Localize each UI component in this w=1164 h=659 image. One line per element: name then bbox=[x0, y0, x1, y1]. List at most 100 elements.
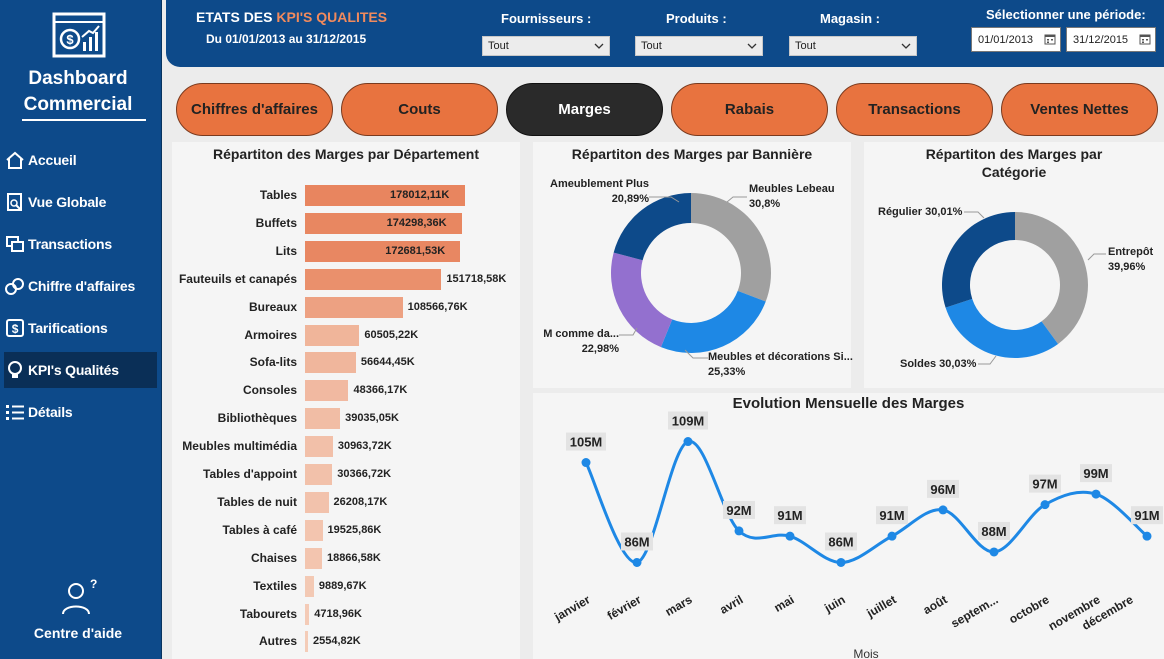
coins-icon bbox=[5, 278, 24, 295]
data-label-bg bbox=[1080, 464, 1112, 483]
nav-chiffre-affaires[interactable]: Chiffre d'affaires bbox=[4, 268, 157, 304]
bar[interactable] bbox=[305, 631, 308, 653]
data-label: 96M bbox=[930, 482, 955, 497]
bar-category-label: Sofa-lits bbox=[249, 355, 297, 370]
bar[interactable] bbox=[305, 296, 403, 318]
donut-slice[interactable] bbox=[660, 290, 766, 353]
bar[interactable] bbox=[305, 464, 333, 485]
page-title: ETATS DES KPI'S QUALITES bbox=[196, 9, 387, 25]
slice-name: Soldes bbox=[900, 358, 937, 370]
data-point[interactable] bbox=[1040, 500, 1050, 510]
bar-value-label: 26208,17K bbox=[333, 495, 388, 508]
mensuelle-line-chart: Evolution Mensuelle des Marges 105M janvi… bbox=[533, 393, 1164, 659]
data-point[interactable] bbox=[683, 437, 693, 447]
data-point[interactable] bbox=[887, 531, 897, 541]
nav-accueil[interactable]: Accueil bbox=[4, 142, 157, 178]
slice-label-meubles-decorations: Meubles et décorations Si... 25,33% bbox=[708, 350, 853, 380]
bar[interactable] bbox=[305, 491, 329, 513]
leader-line bbox=[649, 196, 680, 203]
data-point[interactable] bbox=[938, 505, 948, 515]
data-point[interactable] bbox=[1091, 489, 1101, 499]
bar-category-label: Tabourets bbox=[239, 606, 297, 621]
bar[interactable] bbox=[305, 408, 341, 430]
nav-vue-globale[interactable]: Vue Globale bbox=[4, 184, 157, 220]
leader-line bbox=[1087, 253, 1106, 261]
bar[interactable] bbox=[305, 352, 356, 374]
bar-category-label: Buffets bbox=[255, 215, 297, 230]
nav-kpi-qualites[interactable]: KPI's Qualités bbox=[4, 352, 157, 388]
slice-pct: 20,89% bbox=[611, 193, 649, 205]
slice-label-ameublement-plus: Ameublement Plus 20,89% bbox=[550, 177, 649, 207]
data-label: 91M bbox=[879, 508, 904, 523]
svg-text:$: $ bbox=[12, 322, 19, 336]
donut-slice[interactable] bbox=[1015, 212, 1088, 344]
bar-category-label: Bibliothèques bbox=[217, 411, 297, 426]
data-point[interactable] bbox=[1142, 531, 1152, 541]
nav-label: Chiffre d'affaires bbox=[28, 278, 136, 294]
bar-value-label: 19525,86K bbox=[327, 523, 382, 536]
slice-name: Régulier bbox=[878, 206, 923, 218]
magasin-select[interactable]: Tout bbox=[789, 36, 917, 56]
donut-slice[interactable] bbox=[613, 193, 691, 261]
bar-value-label: 48366,17K bbox=[353, 384, 408, 397]
bar[interactable] bbox=[305, 240, 461, 262]
banniere-donut-svg bbox=[611, 193, 771, 359]
donut-slice[interactable] bbox=[611, 252, 673, 348]
nav-label: KPI's Qualités bbox=[28, 362, 119, 378]
bar[interactable] bbox=[305, 603, 310, 625]
nav-label: Accueil bbox=[28, 152, 77, 168]
bar[interactable] bbox=[305, 575, 314, 597]
slice-name: Ameublement Plus bbox=[550, 178, 650, 190]
data-point[interactable] bbox=[785, 531, 795, 541]
nav-details[interactable]: Détails bbox=[4, 394, 157, 430]
nav-transactions[interactable]: Transactions bbox=[4, 226, 157, 262]
fournisseurs-select[interactable]: Tout bbox=[482, 36, 610, 56]
data-label: 91M bbox=[777, 508, 802, 523]
bar[interactable] bbox=[305, 380, 349, 402]
bar-category-label: Bureaux bbox=[248, 299, 297, 314]
nav-label: Vue Globale bbox=[28, 194, 107, 210]
slice-label-soldes: Soldes 30,03% bbox=[900, 357, 976, 372]
bar[interactable] bbox=[305, 436, 333, 458]
categorie-donut-chart: Répartiton des Marges par Catégorie Régu… bbox=[864, 142, 1164, 388]
help-center-button[interactable]: ? Centre d'aide bbox=[0, 576, 156, 641]
donut-slice[interactable] bbox=[945, 298, 1059, 358]
produits-select[interactable]: Tout bbox=[635, 36, 763, 56]
filter-label-fournisseurs: Fournisseurs : bbox=[501, 11, 592, 26]
chevron-down-icon bbox=[594, 43, 604, 49]
bar-category-label: Textiles bbox=[253, 578, 297, 593]
data-point[interactable] bbox=[989, 547, 999, 557]
tab-chiffres-affaires[interactable]: Chiffres d'affaires bbox=[176, 83, 333, 136]
bar[interactable] bbox=[305, 212, 462, 234]
bar-category-label: Tables d'appoint bbox=[203, 467, 297, 481]
bar[interactable] bbox=[305, 268, 442, 290]
data-point[interactable] bbox=[836, 557, 846, 567]
tab-marges[interactable]: Marges bbox=[506, 83, 663, 136]
donut-slice[interactable] bbox=[942, 211, 1015, 308]
tab-rabais[interactable]: Rabais bbox=[671, 83, 828, 136]
data-point[interactable] bbox=[632, 557, 642, 567]
bar-category-label: Fauteuils et canapés bbox=[178, 271, 297, 286]
data-point[interactable] bbox=[581, 458, 591, 468]
bar[interactable] bbox=[305, 519, 323, 541]
banniere-donut-chart: Répartiton des Marges par Bannière Ameub… bbox=[533, 142, 853, 388]
tab-transactions[interactable]: Transactions bbox=[836, 83, 993, 136]
donut-slice[interactable] bbox=[691, 193, 771, 302]
date-end-input[interactable]: 31/12/2015 bbox=[1066, 27, 1156, 52]
date-start-input[interactable]: 01/01/2013 bbox=[971, 27, 1061, 52]
brand-underline bbox=[22, 119, 146, 121]
data-label: 97M bbox=[1032, 477, 1057, 492]
bar[interactable] bbox=[305, 547, 322, 569]
nav-tarifications[interactable]: $ Tarifications bbox=[4, 310, 157, 346]
slice-label-entrepot: Entrepôt 39,96% bbox=[1108, 245, 1153, 275]
slice-name: Meubles Lebeau bbox=[749, 183, 835, 195]
page-subtitle: Du 01/01/2013 au 31/12/2015 bbox=[206, 32, 367, 46]
bar[interactable] bbox=[305, 185, 465, 206]
bar-category-label: Tables à café bbox=[222, 522, 297, 537]
bar[interactable] bbox=[305, 324, 360, 346]
tab-ventes-nettes[interactable]: Ventes Nettes bbox=[1001, 83, 1158, 136]
categorie-chart-title: Répartiton des Marges par Catégorie bbox=[925, 146, 1103, 180]
data-point[interactable] bbox=[734, 526, 744, 536]
slice-pct: 25,33% bbox=[708, 366, 746, 378]
tab-couts[interactable]: Couts bbox=[341, 83, 498, 136]
